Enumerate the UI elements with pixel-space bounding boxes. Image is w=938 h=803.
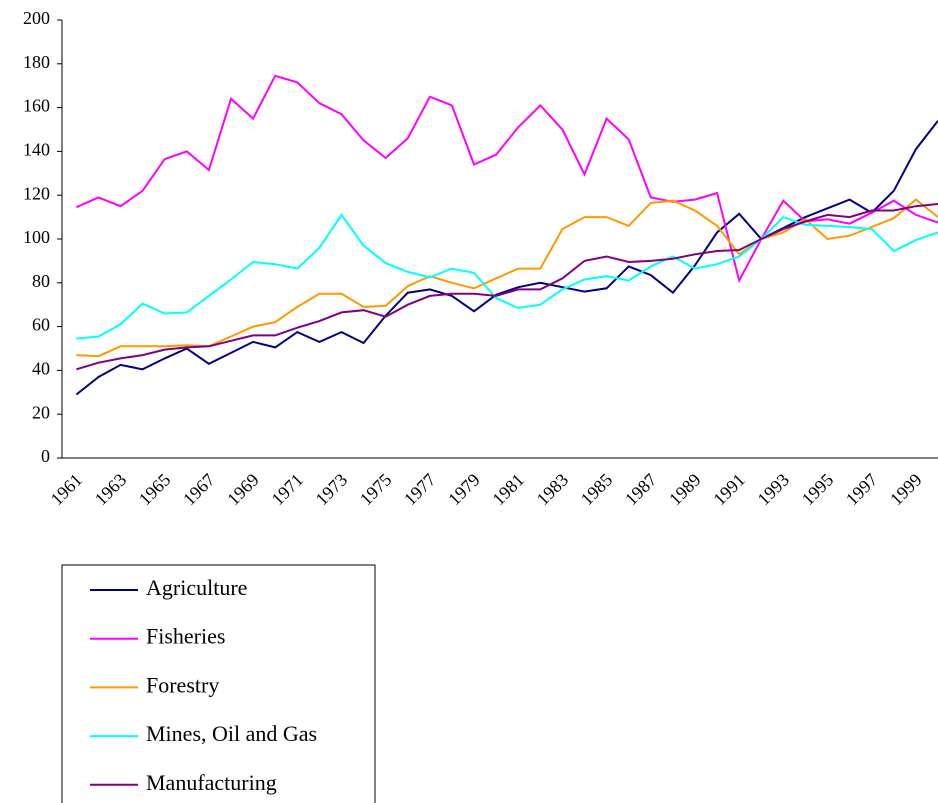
legend-label: Mines, Oil and Gas	[146, 721, 317, 746]
y-tick-label: 60	[32, 315, 50, 335]
y-tick-label: 100	[23, 227, 50, 247]
x-tick-label: 1969	[223, 470, 263, 510]
legend-label: Fisheries	[146, 624, 225, 649]
x-tick-label: 1973	[312, 470, 352, 510]
x-tick-label: 1987	[621, 470, 661, 510]
series-line	[76, 203, 938, 371]
y-tick-label: 200	[23, 8, 50, 28]
y-tick-label: 40	[32, 359, 50, 379]
x-tick-label: 1971	[267, 470, 307, 510]
legend-box	[61, 564, 376, 803]
x-tick-label: 1991	[709, 470, 749, 510]
x-tick-label: 1995	[798, 470, 838, 510]
series-line	[76, 198, 938, 358]
x-tick-label: 1989	[665, 470, 705, 510]
series-line	[75, 120, 938, 396]
series-line	[75, 74, 938, 284]
x-tick-label: 1981	[488, 470, 528, 510]
x-tick-label: 1983	[533, 470, 573, 510]
y-tick-label: 0	[41, 446, 50, 466]
x-tick-label: 1961	[47, 470, 87, 510]
legend: Agriculture Fisheries Forestry Mines, Oil a…	[61, 564, 376, 803]
y-tick-label: 180	[23, 52, 50, 72]
y-tick-label: 140	[23, 140, 50, 160]
legend-label: Agriculture	[146, 575, 247, 600]
x-tick-label: 1997	[842, 470, 882, 510]
y-tick-label: 160	[23, 96, 50, 116]
x-tick-label: 1999	[886, 470, 926, 510]
y-tick-label: 80	[32, 271, 50, 291]
x-tick-label: 1963	[91, 470, 131, 510]
x-tick-label: 1967	[179, 470, 219, 510]
legend-label: Forestry	[146, 672, 219, 697]
x-tick-label: 1965	[135, 470, 175, 510]
y-tick-label: 120	[23, 183, 50, 203]
x-tick-label: 1975	[356, 470, 396, 510]
x-tick-label: 1977	[400, 470, 440, 510]
y-tick-label: 20	[32, 402, 50, 422]
series-line	[76, 213, 938, 340]
legend-label: Manufacturing	[146, 770, 277, 795]
x-tick-label: 1993	[753, 470, 793, 510]
x-tick-label: 1985	[577, 470, 617, 510]
x-tick-label: 1979	[444, 470, 484, 510]
